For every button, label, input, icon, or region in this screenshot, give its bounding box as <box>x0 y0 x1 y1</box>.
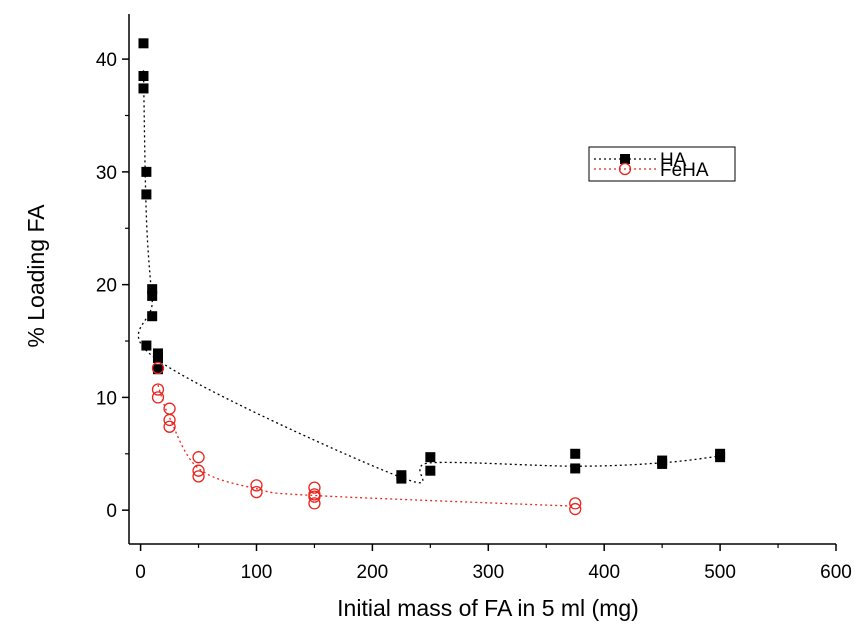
ha-point <box>138 38 149 49</box>
feha-point <box>569 502 582 516</box>
ha-point <box>715 452 726 463</box>
ha-point <box>138 71 149 82</box>
y-ticks: 0 10 20 30 40 <box>96 50 129 522</box>
ha-point <box>396 473 407 484</box>
ha-point <box>425 452 436 463</box>
y-tick-label: 0 <box>106 501 117 522</box>
x-axis-title: Initial mass of FA in 5 ml (mg) <box>337 595 639 621</box>
feha-point <box>192 451 205 464</box>
ha-point <box>147 284 158 295</box>
feha-point <box>151 391 165 404</box>
y-tick-label: 30 <box>96 163 117 184</box>
y-tick-label: 20 <box>96 276 117 297</box>
trend-lines <box>137 70 721 507</box>
feha-point <box>192 464 205 477</box>
ha-point <box>138 83 149 94</box>
x-tick-label: 500 <box>704 562 736 583</box>
y-tick-label: 40 <box>96 50 117 71</box>
feha-point <box>163 420 176 433</box>
feha-point <box>308 481 321 494</box>
x-ticks: 0 100 200 300 400 500 600 <box>135 544 852 583</box>
legend-feha-label: FeHA <box>660 160 709 181</box>
ha-trend-line <box>137 70 721 484</box>
x-tick-label: 300 <box>472 562 504 583</box>
feha-point <box>163 413 176 427</box>
ha-point <box>657 458 668 469</box>
ha-point <box>152 352 163 363</box>
feha-point <box>163 402 176 415</box>
feha-point <box>151 383 165 396</box>
ha-point <box>147 311 158 322</box>
x-tick-label: 600 <box>820 562 852 583</box>
feha-point <box>250 485 263 499</box>
x-tick-label: 0 <box>135 562 146 583</box>
ha-point <box>425 465 436 476</box>
feha-point <box>308 490 321 503</box>
legend-feha-marker <box>618 162 632 176</box>
legend-ha-marker <box>620 154 630 164</box>
feha-point <box>569 497 582 510</box>
legend: HA FeHA <box>588 146 736 182</box>
ha-point <box>141 340 152 351</box>
ha-point <box>147 290 158 301</box>
feha-trend-line <box>157 384 576 507</box>
legend-box <box>588 146 736 182</box>
axes <box>128 14 836 545</box>
x-tick-label: 200 <box>357 562 389 583</box>
y-axis-title: % Loading FA <box>23 204 49 348</box>
legend-ha-label: HA <box>660 150 687 171</box>
x-tick-label: 100 <box>241 562 273 583</box>
markers <box>138 38 726 516</box>
x-tick-label: 400 <box>588 562 620 583</box>
ha-point <box>152 364 163 375</box>
feha-point <box>192 470 205 483</box>
ha-point <box>570 463 581 474</box>
ha-point <box>141 189 152 200</box>
feha-point <box>151 361 165 375</box>
ha-point <box>570 448 581 459</box>
y-tick-label: 10 <box>96 388 117 409</box>
feha-point <box>250 479 263 492</box>
feha-point <box>308 497 321 510</box>
ha-point <box>141 166 152 177</box>
